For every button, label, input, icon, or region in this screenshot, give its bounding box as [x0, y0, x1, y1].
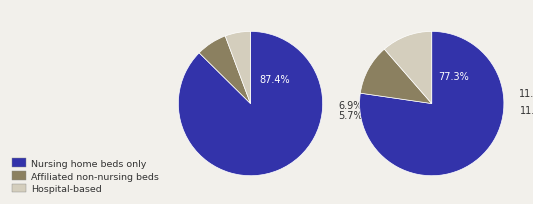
Wedge shape [199, 37, 251, 104]
Wedge shape [179, 32, 322, 176]
Text: 77.3%: 77.3% [438, 72, 469, 82]
Text: 11.4%: 11.4% [520, 106, 533, 116]
Wedge shape [360, 32, 504, 176]
Text: 6.9%: 6.9% [338, 100, 363, 110]
Legend: Nursing home beds only, Affiliated non-nursing beds, Hospital-based: Nursing home beds only, Affiliated non-n… [10, 157, 160, 195]
Text: 5.7%: 5.7% [338, 110, 362, 120]
Wedge shape [360, 50, 432, 104]
Text: 1996: 1996 [417, 202, 447, 204]
Text: 11.3%: 11.3% [519, 88, 533, 98]
Text: 1987: 1987 [236, 202, 265, 204]
Text: 87.4%: 87.4% [259, 74, 290, 84]
Wedge shape [384, 32, 432, 104]
Wedge shape [225, 32, 251, 104]
